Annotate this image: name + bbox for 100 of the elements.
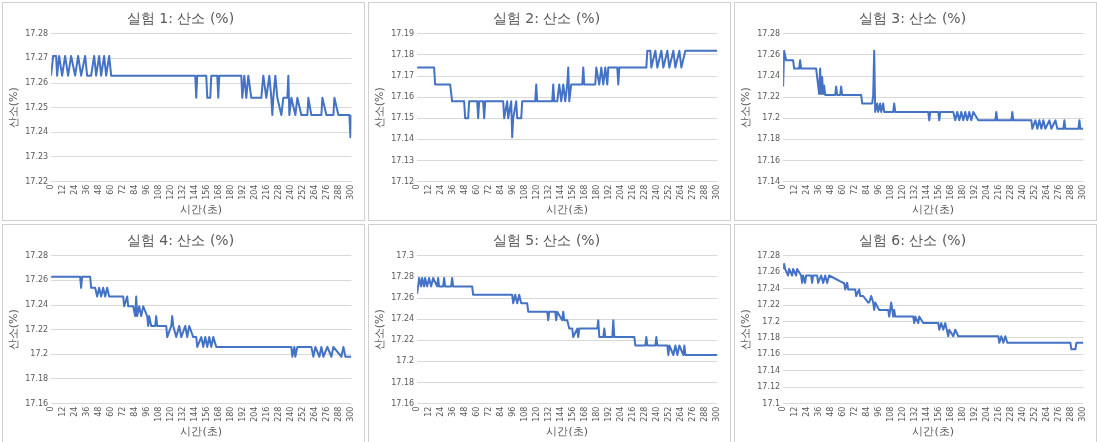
x-tick-label: 156	[202, 406, 212, 422]
x-tick-label: 300	[712, 184, 722, 200]
x-tick-label: 156	[202, 184, 212, 200]
y-axis-title: 산소(%)	[373, 309, 387, 351]
x-tick-label: 276	[1054, 184, 1064, 200]
chart-title: 실험 3: 산소 (%)	[858, 10, 967, 27]
x-tick-label: 24	[802, 406, 812, 417]
y-tick-label: 17.22	[25, 176, 49, 186]
y-tick-label: 17.3	[396, 250, 415, 260]
x-tick-label: 288	[1066, 184, 1076, 200]
x-tick-label: 60	[838, 184, 848, 195]
y-tick-label: 17.12	[391, 176, 415, 186]
x-tick-label: 96	[874, 406, 884, 417]
x-tick-label: 96	[142, 406, 152, 417]
y-tick-label: 17.26	[25, 275, 49, 285]
x-tick-label: 192	[604, 406, 614, 422]
x-tick-label: 240	[1018, 184, 1028, 200]
x-tick-label: 288	[700, 184, 710, 200]
y-axis-title: 산소(%)	[373, 87, 387, 129]
x-tick-label: 216	[628, 406, 638, 422]
x-tick-label: 192	[238, 406, 248, 422]
y-tick-label: 17.2	[396, 356, 415, 366]
x-tick-label: 96	[508, 406, 518, 417]
x-axis-title: 시간(초)	[546, 425, 589, 439]
y-tick-label: 17.23	[25, 151, 49, 161]
x-tick-label: 300	[712, 406, 722, 422]
x-tick-label: 276	[322, 406, 332, 422]
y-tick-label: 17.1	[762, 398, 781, 408]
x-tick-label: 228	[640, 406, 650, 422]
x-tick-label: 12	[58, 184, 68, 195]
chart-title: 실험 1: 산소 (%)	[126, 10, 235, 27]
x-tick-label: 168	[580, 184, 590, 200]
y-tick-label: 17.28	[757, 28, 781, 38]
x-tick-label: 180	[226, 406, 236, 422]
x-tick-label: 96	[142, 184, 152, 195]
x-tick-label: 84	[862, 406, 872, 417]
x-tick-label: 120	[532, 406, 542, 422]
x-tick-label: 60	[106, 406, 116, 417]
y-tick-label: 17.16	[757, 349, 781, 359]
x-tick-label: 24	[802, 184, 812, 195]
y-tick-label: 17.18	[391, 377, 415, 387]
y-tick-label: 17.13	[391, 155, 415, 165]
x-tick-label: 180	[226, 184, 236, 200]
x-tick-label: 132	[910, 406, 920, 422]
x-tick-label: 252	[664, 184, 674, 200]
x-tick-label: 12	[790, 184, 800, 195]
x-tick-label: 84	[130, 184, 140, 195]
x-axis-title: 시간(초)	[912, 425, 955, 439]
x-tick-label: 144	[922, 406, 932, 422]
x-tick-label: 108	[886, 406, 896, 422]
x-tick-label: 156	[568, 184, 578, 200]
x-tick-label: 192	[238, 184, 248, 200]
x-tick-label: 120	[166, 406, 176, 422]
chart-title: 실험 6: 산소 (%)	[858, 232, 967, 249]
y-tick-label: 17.14	[757, 176, 781, 186]
x-tick-label: 228	[274, 406, 284, 422]
y-tick-label: 17.2	[762, 316, 781, 326]
x-tick-label: 204	[616, 184, 626, 200]
x-tick-label: 168	[946, 406, 956, 422]
y-tick-label: 17.25	[25, 102, 49, 112]
y-tick-label: 17.27	[25, 53, 49, 63]
x-tick-label: 216	[262, 406, 272, 422]
x-tick-label: 144	[190, 184, 200, 200]
x-tick-label: 300	[1078, 184, 1088, 200]
x-tick-label: 300	[1078, 406, 1088, 422]
x-tick-label: 204	[250, 184, 260, 200]
x-tick-label: 288	[334, 406, 344, 422]
y-tick-label: 17.22	[757, 300, 781, 310]
x-tick-label: 0	[412, 406, 422, 412]
y-tick-label: 17.2	[762, 113, 781, 123]
x-axis-title: 시간(초)	[546, 203, 589, 217]
y-tick-label: 17.26	[391, 293, 415, 303]
y-tick-label: 17.28	[391, 271, 415, 281]
y-axis-title: 산소(%)	[739, 309, 753, 351]
x-tick-label: 252	[1030, 184, 1040, 200]
x-tick-label: 72	[850, 406, 860, 417]
x-tick-label: 120	[532, 184, 542, 200]
x-tick-label: 252	[1030, 406, 1040, 422]
y-tick-label: 17.16	[391, 92, 415, 102]
x-tick-label: 252	[664, 406, 674, 422]
x-tick-label: 228	[640, 184, 650, 200]
x-tick-label: 264	[310, 406, 320, 422]
y-tick-label: 17.16	[757, 155, 781, 165]
y-tick-label: 17.14	[757, 365, 781, 375]
y-tick-label: 17.24	[757, 283, 781, 293]
x-tick-label: 12	[424, 406, 434, 417]
x-tick-label: 276	[688, 406, 698, 422]
x-tick-label: 192	[604, 184, 614, 200]
x-tick-label: 288	[700, 406, 710, 422]
x-tick-label: 252	[298, 184, 308, 200]
y-tick-label: 17.18	[25, 373, 49, 383]
x-tick-label: 180	[958, 406, 968, 422]
x-tick-label: 168	[214, 184, 224, 200]
x-tick-label: 132	[544, 406, 554, 422]
x-tick-label: 12	[424, 184, 434, 195]
y-axis-title: 산소(%)	[739, 87, 753, 129]
y-axis-title: 산소(%)	[7, 309, 21, 351]
x-tick-label: 240	[652, 406, 662, 422]
y-tick-label: 17.28	[25, 28, 49, 38]
x-tick-label: 132	[178, 184, 188, 200]
